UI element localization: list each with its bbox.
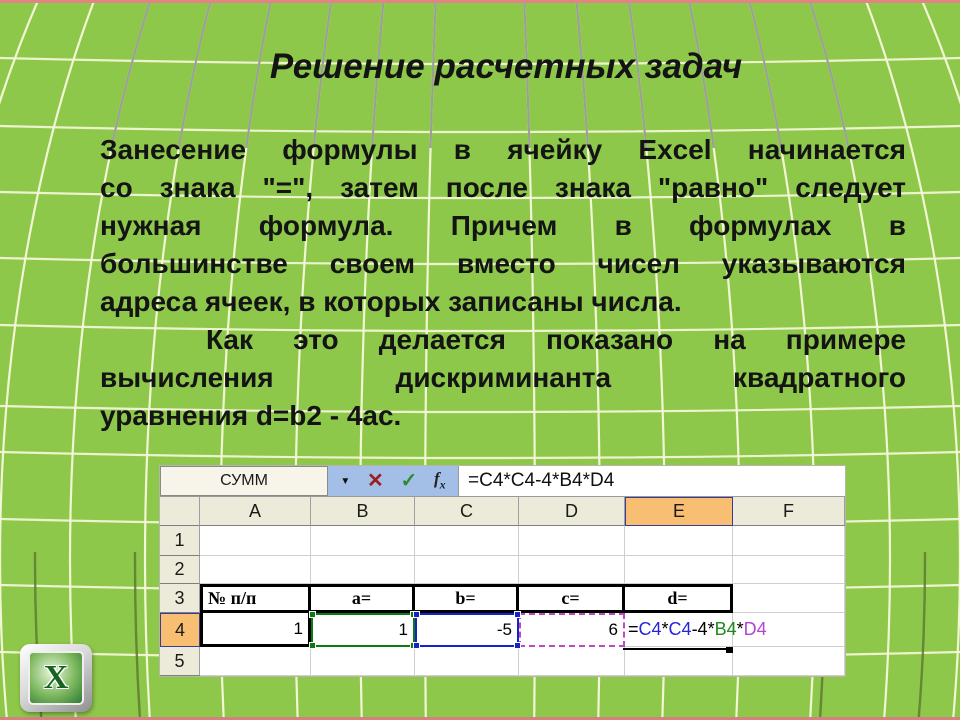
selection-handle xyxy=(309,642,316,649)
spreadsheet-grid: A B C D E F 1 2 3 № п/п a= xyxy=(160,497,845,676)
cell-D5[interactable] xyxy=(519,647,625,676)
text-line: большинстве своем вместо чисел указывают… xyxy=(100,248,906,279)
excel-x-glyph: X xyxy=(43,659,69,696)
text-line: Как это делается показано на примере xyxy=(206,324,906,355)
row-header-1[interactable]: 1 xyxy=(160,526,200,556)
cell-reference-segment: * xyxy=(661,619,669,639)
cell-C4[interactable]: -5 xyxy=(413,611,521,649)
cell-C1[interactable] xyxy=(415,526,519,556)
cell-E4-formula[interactable]: =C4*C4-4*B4*D4 xyxy=(623,613,767,653)
cell-D3[interactable]: c= xyxy=(519,584,625,613)
excel-logo-icon: X xyxy=(28,651,84,705)
cell-E1[interactable] xyxy=(625,526,733,556)
cell-C3[interactable]: b= xyxy=(415,584,519,613)
cell-reference-segment: B4 xyxy=(714,619,737,639)
formula-bar: СУММ ▼ ✕ ✓ fx =C4*C4-4*B4*D4 xyxy=(160,466,845,497)
column-header-B[interactable]: B xyxy=(311,497,415,526)
cell-reference-segment: C4 xyxy=(638,619,662,639)
selection-handle xyxy=(309,611,316,618)
formula-bar-buttons: ▼ ✕ ✓ fx xyxy=(328,466,458,496)
cell-reference-segment: D4 xyxy=(743,619,767,639)
text-line: Занесение формулы в ячейку Excel начинае… xyxy=(100,134,906,165)
name-box[interactable]: СУММ xyxy=(160,466,328,496)
insert-function-icon[interactable]: fx xyxy=(434,469,446,492)
row-header-5[interactable]: 5 xyxy=(160,647,200,676)
cell-C2[interactable] xyxy=(415,556,519,584)
cell-D2[interactable] xyxy=(519,556,625,584)
cell-A4[interactable]: 1 xyxy=(200,613,311,647)
cell-A2[interactable] xyxy=(200,556,311,584)
selection-handle xyxy=(413,611,420,618)
column-header-F[interactable]: F xyxy=(733,497,845,526)
column-header-C[interactable]: C xyxy=(415,497,519,526)
text-line: вычисления дискриминанта квадратного xyxy=(100,362,906,393)
cell-F4[interactable] xyxy=(733,613,845,647)
cell-B2[interactable] xyxy=(311,556,415,584)
cell-B3[interactable]: a= xyxy=(311,584,415,613)
row-header-2[interactable]: 2 xyxy=(160,556,200,584)
fx-f: f xyxy=(433,469,440,489)
selection-handle xyxy=(514,611,521,618)
cell-E3[interactable]: d= xyxy=(625,584,733,613)
enter-icon[interactable]: ✓ xyxy=(400,470,418,492)
cell-C5[interactable] xyxy=(415,647,519,676)
body-text: Занесение формулы в ячейку Excel начинае… xyxy=(100,131,906,435)
cell-A3[interactable]: № п/п xyxy=(200,584,311,613)
cell-value: -5 xyxy=(496,620,512,639)
cell-F5[interactable] xyxy=(733,647,845,676)
cancel-icon[interactable]: ✕ xyxy=(366,470,384,492)
border-drawing-line xyxy=(623,648,730,650)
cell-A5[interactable] xyxy=(200,647,311,676)
cell-reference-segment: = xyxy=(628,619,639,639)
cell-value: 1 xyxy=(398,620,408,639)
select-all-corner[interactable] xyxy=(160,497,200,526)
paragraph-2: Как это делается показано на примере выч… xyxy=(100,321,906,435)
formula-text: =C4*C4-4*B4*D4 xyxy=(628,619,767,640)
cell-B4[interactable]: 1 xyxy=(309,611,417,649)
cell-A1[interactable] xyxy=(200,526,311,556)
excel-logo-button[interactable]: X xyxy=(20,644,92,712)
slide-title: Решение расчетных задач xyxy=(269,47,743,86)
cell-reference-segment: -4* xyxy=(691,619,715,639)
cell-F1[interactable] xyxy=(733,526,845,556)
text-line: нужная формула. Причем в формулах в xyxy=(100,210,906,241)
cell-D1[interactable] xyxy=(519,526,625,556)
cell-value: 6 xyxy=(608,620,618,639)
cell-F3[interactable] xyxy=(733,584,845,613)
text-line: уравнения d=b2 - 4ac. xyxy=(100,400,402,431)
cell-E2[interactable] xyxy=(625,556,733,584)
column-header-A[interactable]: A xyxy=(200,497,311,526)
cell-reference-segment: * xyxy=(736,619,744,639)
column-header-E[interactable]: E xyxy=(625,497,733,526)
selection-handle xyxy=(413,642,420,649)
cell-B5[interactable] xyxy=(311,647,415,676)
row-header-3[interactable]: 3 xyxy=(160,584,200,613)
cell-reference-segment: C4 xyxy=(668,619,692,639)
text-line: со знака "=", затем после знака "равно" … xyxy=(100,172,906,203)
name-box-dropdown-icon[interactable]: ▼ xyxy=(340,475,351,487)
cell-D4[interactable]: 6 xyxy=(519,613,625,647)
excel-screenshot: СУММ ▼ ✕ ✓ fx =C4*C4-4*B4*D4 A B C D E F… xyxy=(160,466,845,676)
column-header-D[interactable]: D xyxy=(519,497,625,526)
cell-E5[interactable] xyxy=(625,647,733,676)
formula-input[interactable]: =C4*C4-4*B4*D4 xyxy=(458,466,845,496)
text-line: адреса ячеек, в которых записаны числа. xyxy=(100,286,682,317)
row-header-4[interactable]: 4 xyxy=(160,613,200,647)
cell-B1[interactable] xyxy=(311,526,415,556)
fx-x: x xyxy=(439,477,446,492)
paragraph-1: Занесение формулы в ячейку Excel начинае… xyxy=(100,131,906,321)
cell-F2[interactable] xyxy=(733,556,845,584)
border-drawing-handle xyxy=(726,647,733,653)
selection-handle xyxy=(514,642,521,649)
